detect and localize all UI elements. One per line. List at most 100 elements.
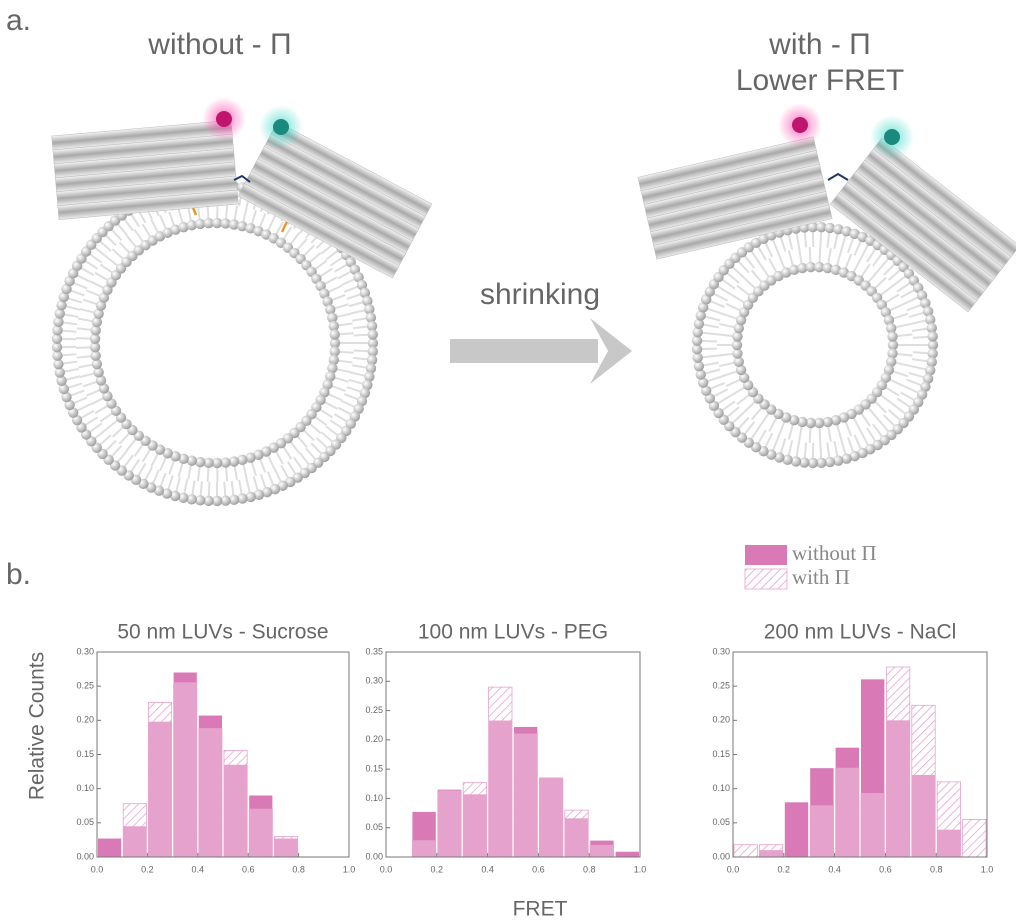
lipid-tail — [705, 316, 720, 320]
lipid-tail — [320, 269, 333, 277]
lipid-head — [927, 331, 937, 341]
lipid-tail — [243, 208, 246, 223]
lipid-tail — [880, 286, 893, 296]
lipid-tail — [788, 234, 792, 250]
lipid-tail — [722, 371, 737, 376]
lipid-tail — [810, 247, 811, 263]
chart-title: 50 nm LUVs - Sucrose — [117, 621, 328, 644]
lipid-tail — [726, 304, 741, 311]
lipid-tail — [62, 362, 77, 364]
lipid-tail — [160, 457, 166, 471]
lipid-tail — [861, 413, 870, 426]
lipid-tail — [300, 453, 309, 465]
lipid-tail — [765, 242, 772, 256]
lipid-tail — [853, 258, 860, 272]
lipid-tail — [738, 417, 749, 429]
lipid-tail — [94, 429, 106, 438]
lipid-tail — [752, 270, 762, 282]
arrow-label: shrinking — [480, 278, 600, 311]
diagram-label: without - Π — [147, 28, 291, 61]
lipid-tail — [351, 373, 366, 376]
lipid-tail — [913, 337, 929, 338]
lipid-tail — [805, 443, 806, 459]
lipid-tail — [912, 359, 928, 361]
lipid-tail — [326, 427, 338, 436]
lipid-tail — [868, 270, 878, 282]
lipid-tail — [208, 467, 209, 482]
x-tick-label: 0.8 — [583, 864, 596, 874]
lipid-tail — [131, 214, 139, 227]
lipid-tail — [226, 467, 227, 482]
lipid-tail — [737, 395, 750, 405]
lipid-tail — [701, 341, 717, 342]
dna-origami — [238, 122, 432, 278]
panel-label: b. — [6, 558, 31, 591]
lipid-tail — [827, 232, 829, 248]
lipid-tail — [718, 354, 734, 356]
lipid-tail — [853, 417, 860, 431]
lipid-tail — [820, 443, 821, 459]
bar-hatched — [514, 734, 537, 857]
lipid-tail — [317, 438, 328, 448]
lipid-tail — [184, 479, 187, 494]
lipid-tail — [828, 426, 831, 442]
lipid-tail — [134, 444, 143, 456]
lipid-tail — [837, 424, 841, 439]
lipid-tail — [855, 435, 861, 450]
lipid-tail — [351, 310, 366, 313]
lipid-tail — [713, 293, 727, 300]
lipid-tail — [878, 258, 888, 270]
lipid-tail — [151, 453, 158, 466]
lipid-tail — [861, 432, 868, 446]
bar-hatched — [937, 782, 960, 857]
bar-hatched — [412, 841, 435, 857]
x-tick-label: 0.8 — [930, 864, 943, 874]
lipid-tail — [702, 356, 718, 358]
lipid-tail — [347, 294, 361, 299]
lipid-tail — [904, 297, 919, 304]
lipid-tail — [260, 459, 265, 473]
y-tick-label: 0.05 — [365, 822, 383, 832]
bar-hatched — [463, 783, 486, 857]
lipid-tail — [799, 426, 802, 442]
lipid-tail — [160, 473, 165, 487]
lipid-tail — [719, 324, 735, 327]
lipid-tail — [252, 210, 256, 224]
lipid-tail — [703, 363, 719, 366]
lipid-tail — [819, 247, 820, 263]
lipid-tail — [192, 480, 194, 495]
lipid-tail — [744, 422, 754, 435]
lipid-tail — [160, 215, 166, 229]
lipid-tail — [105, 441, 116, 452]
lipid-tail — [100, 265, 112, 273]
lipid-tail — [106, 420, 118, 429]
y-tick-label: 0.20 — [712, 715, 730, 725]
lipid-tail — [334, 414, 347, 422]
legend-swatch — [745, 569, 787, 589]
lipid-tail — [112, 427, 123, 437]
legend-label: with Π — [792, 565, 850, 589]
lipid-tail — [127, 236, 137, 248]
lipid-tail — [889, 270, 901, 281]
lipid-tail — [143, 224, 151, 237]
lipid-tail — [336, 369, 351, 372]
lipid-tail — [224, 482, 225, 497]
lipid-tail — [779, 421, 785, 436]
lipid-tail — [77, 328, 92, 330]
x-tick-label: 0.6 — [242, 864, 255, 874]
lipid-tail — [710, 383, 725, 389]
lipid-tail — [904, 386, 919, 393]
lipid-tail — [845, 254, 851, 269]
lipid-tail — [169, 460, 174, 474]
lipid-tail — [100, 241, 111, 251]
lipid-tail — [732, 267, 744, 278]
lipid-tail — [311, 443, 321, 454]
diagram-label: Lower FRET — [736, 64, 904, 97]
x-tick-label: 0.6 — [532, 864, 545, 874]
lipid-tail — [61, 331, 76, 332]
dye — [792, 117, 808, 133]
lipid-tail — [341, 401, 355, 407]
bar-hatched — [565, 810, 588, 857]
lipid-tail — [119, 242, 129, 253]
lipid-tail — [179, 463, 183, 477]
